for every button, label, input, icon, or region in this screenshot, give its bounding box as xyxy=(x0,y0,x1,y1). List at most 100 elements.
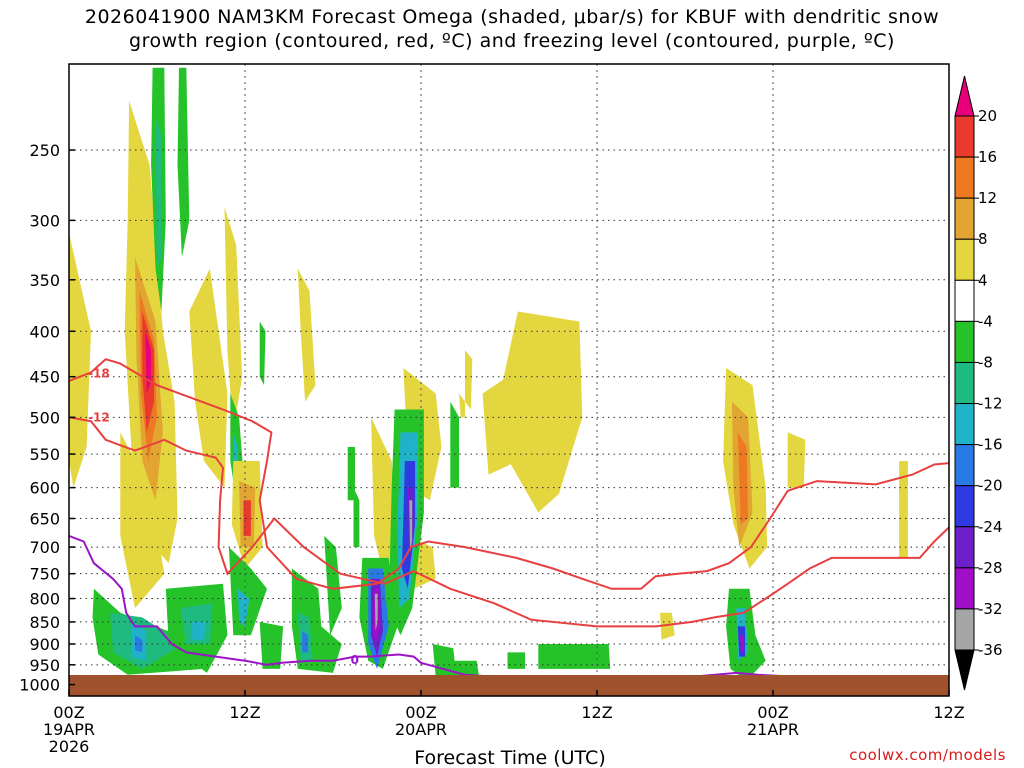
omega-region-33 xyxy=(660,612,675,640)
y-tick-label-950: 950 xyxy=(29,656,60,675)
omega-region-20 xyxy=(353,487,360,548)
y-tick-label-650: 650 xyxy=(29,509,60,528)
contour-line-1 xyxy=(69,416,949,628)
omega-region-26 xyxy=(500,311,583,513)
colorbar-label-1: 16 xyxy=(978,148,997,166)
y-tick-label-250: 250 xyxy=(29,141,60,160)
y-tick-label-550: 550 xyxy=(29,445,60,464)
contour-line-0 xyxy=(69,358,949,590)
omega-region-32 xyxy=(737,432,749,525)
omega-region-43 xyxy=(259,621,284,669)
x-tick-label-0-2: 2026 xyxy=(49,737,90,756)
source-credit: coolwx.com/models xyxy=(849,746,1006,764)
colorbar-label-3: 8 xyxy=(978,230,988,248)
omega-region-27 xyxy=(465,350,473,410)
omega-region-47 xyxy=(324,535,342,636)
colorbar-bin-11 xyxy=(954,526,975,569)
colorbar-bin-4 xyxy=(954,238,975,281)
x-tick-label-0-0: 00Z xyxy=(53,703,84,722)
colorbar-label-4: 4 xyxy=(978,271,988,289)
colorbar-label-12: -32 xyxy=(978,600,1003,618)
y-tick-label-450: 450 xyxy=(29,368,60,387)
colorbar-label-8: -16 xyxy=(978,436,1003,454)
omega-region-9 xyxy=(177,67,190,258)
y-tick-label-900: 900 xyxy=(29,635,60,654)
colorbar-label-9: -20 xyxy=(978,477,1003,495)
grid-lines xyxy=(68,64,950,696)
y-tick-label-700: 700 xyxy=(29,538,60,557)
omega-region-23 xyxy=(450,401,460,488)
colorbar-bottom-arrow xyxy=(954,649,975,691)
colorbar-label-7: -12 xyxy=(978,395,1003,413)
colorbar-bin-2 xyxy=(954,156,975,199)
omega-region-16 xyxy=(243,500,251,536)
omega-region-0 xyxy=(69,233,91,488)
contour-label-2: 0 xyxy=(351,653,359,667)
colorbar-top-arrow xyxy=(954,75,975,117)
y-tick-label-500: 500 xyxy=(29,408,60,427)
x-tick-label-24-0: 00Z xyxy=(405,703,436,722)
omega-region-58 xyxy=(347,447,355,501)
colorbar-label-2: 12 xyxy=(978,189,997,207)
colorbar: 20 16 12 8 4 -4 -8 -12 -16 -20 -24 -28 -32 -36 xyxy=(954,75,1003,691)
chart-title: 2026041900 NAM3KM Forecast Omega (shaded… xyxy=(84,6,940,28)
omega-region-61 xyxy=(507,652,526,669)
omega-region-52 xyxy=(374,593,378,631)
y-tick-label-300: 300 xyxy=(29,211,60,230)
y-tick-label-350: 350 xyxy=(29,271,60,290)
omega-region-17 xyxy=(297,268,316,402)
colorbar-bin-6 xyxy=(954,320,975,363)
colorbar-bin-1 xyxy=(954,115,975,158)
x-axis-label: Forecast Time (UTC) xyxy=(414,747,605,768)
x-tick-label-0-1: 19APR xyxy=(43,720,95,739)
colorbar-bin-5 xyxy=(954,279,975,322)
omega-region-66 xyxy=(740,635,744,653)
omega-region-29 xyxy=(787,432,806,488)
contour-line-2 xyxy=(69,534,495,678)
x-tick-label-60-0: 12Z xyxy=(933,703,964,722)
omega-region-46 xyxy=(302,630,309,653)
omega-region-6 xyxy=(145,331,152,394)
colorbar-label-10: -24 xyxy=(978,518,1003,536)
omega-region-35 xyxy=(110,612,184,669)
y-tick-label-750: 750 xyxy=(29,565,60,584)
contour-label-0: -18 xyxy=(88,366,110,380)
omega-region-57 xyxy=(409,500,413,553)
chart-subtitle: growth region (contoured, red, ºC) and f… xyxy=(129,30,895,52)
omega-region-40 xyxy=(192,621,206,640)
omega-region-8 xyxy=(155,117,162,269)
colorbar-bin-8 xyxy=(954,403,975,446)
colorbar-label-5: -4 xyxy=(978,312,993,330)
x-tick-label-48-0: 00Z xyxy=(757,703,788,722)
colorbar-bin-3 xyxy=(954,197,975,240)
ground-surface xyxy=(69,675,949,696)
y-tick-label-850: 850 xyxy=(29,613,60,632)
y-axis-ticks: 250 300 350 400 450 500 550 600 650 700 750 800 850 9… xyxy=(19,141,75,695)
colorbar-label-11: -28 xyxy=(978,559,1003,577)
omega-shading xyxy=(69,67,908,681)
omega-region-37 xyxy=(135,635,143,653)
y-tick-label-400: 400 xyxy=(29,322,60,341)
contour-label-1: -12 xyxy=(88,410,110,424)
omega-region-1 xyxy=(120,432,165,609)
x-tick-label-36-0: 12Z xyxy=(581,703,612,722)
omega-region-24 xyxy=(459,393,465,418)
y-tick-label-600: 600 xyxy=(29,479,60,498)
omega-region-41 xyxy=(228,547,267,636)
y-tick-label-800: 800 xyxy=(29,590,60,609)
colorbar-bin-10 xyxy=(954,485,975,528)
colorbar-bin-9 xyxy=(954,444,975,487)
x-tick-label-48-1: 21APR xyxy=(747,720,799,739)
omega-region-28 xyxy=(899,461,908,558)
omega-region-10 xyxy=(189,268,228,488)
colorbar-bin-12 xyxy=(954,567,975,610)
omega-region-18 xyxy=(259,321,266,386)
colorbar-label-0: 20 xyxy=(978,107,997,125)
colorbar-label-13: -36 xyxy=(978,641,1003,659)
colorbar-bin-13 xyxy=(954,608,975,651)
plot-frame xyxy=(68,63,950,697)
x-tick-label-12-0: 12Z xyxy=(229,703,260,722)
colorbar-label-6: -8 xyxy=(978,353,993,371)
